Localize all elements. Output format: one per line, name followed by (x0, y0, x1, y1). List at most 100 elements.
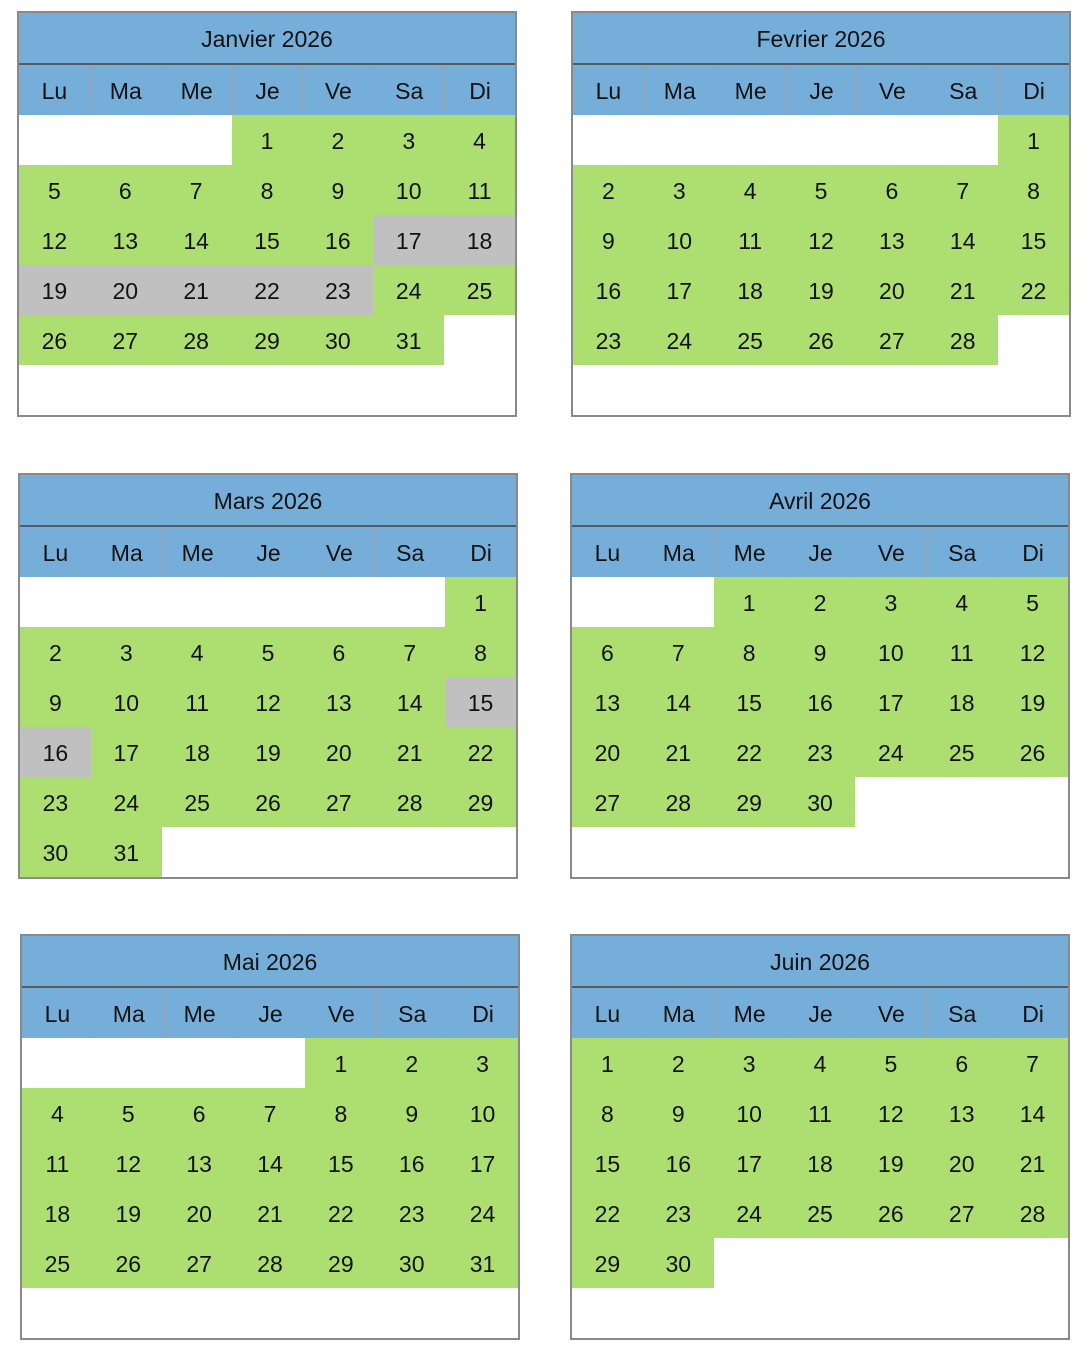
day-cell-available[interactable]: 3 (447, 1038, 518, 1088)
day-cell-available[interactable]: 20 (572, 727, 643, 777)
day-cell-unavailable[interactable]: 18 (444, 215, 515, 265)
day-cell-available[interactable]: 18 (926, 677, 998, 727)
day-cell-available[interactable]: 31 (373, 315, 445, 365)
day-cell-available[interactable]: 16 (573, 265, 644, 315)
day-cell-available[interactable]: 23 (20, 777, 91, 827)
day-cell-unavailable[interactable]: 20 (89, 265, 161, 315)
day-cell-available[interactable]: 12 (19, 215, 90, 265)
day-cell-available[interactable]: 31 (447, 1238, 518, 1288)
day-cell-available[interactable]: 8 (231, 165, 303, 215)
day-cell-available[interactable]: 14 (374, 677, 446, 727)
day-cell-unavailable[interactable]: 15 (445, 677, 516, 727)
day-cell-available[interactable]: 24 (447, 1188, 518, 1238)
day-cell-available[interactable]: 20 (856, 265, 928, 315)
day-cell-available[interactable]: 22 (572, 1188, 643, 1238)
day-cell-available[interactable]: 9 (20, 677, 91, 727)
day-cell-available[interactable]: 26 (997, 727, 1068, 777)
day-cell-available[interactable]: 11 (926, 627, 998, 677)
day-cell-available[interactable]: 31 (90, 827, 162, 877)
day-cell-available[interactable]: 12 (785, 215, 857, 265)
day-cell-available[interactable]: 9 (784, 627, 856, 677)
day-cell-available[interactable]: 16 (302, 215, 374, 265)
day-cell-available[interactable]: 10 (90, 677, 162, 727)
day-cell-available[interactable]: 5 (855, 1038, 927, 1088)
day-cell-available[interactable]: 4 (926, 577, 998, 627)
day-cell-available[interactable]: 12 (232, 677, 304, 727)
day-cell-available[interactable]: 21 (234, 1188, 306, 1238)
day-cell-available[interactable]: 22 (998, 265, 1069, 315)
day-cell-available[interactable]: 6 (303, 627, 375, 677)
day-cell-available[interactable]: 11 (714, 215, 786, 265)
day-cell-available[interactable]: 10 (855, 627, 927, 677)
day-cell-available[interactable]: 9 (642, 1088, 714, 1138)
day-cell-available[interactable]: 2 (573, 165, 644, 215)
day-cell-available[interactable]: 1 (713, 577, 785, 627)
day-cell-available[interactable]: 26 (19, 315, 90, 365)
day-cell-unavailable[interactable]: 19 (19, 265, 90, 315)
day-cell-available[interactable]: 28 (374, 777, 446, 827)
day-cell-available[interactable]: 23 (376, 1188, 448, 1238)
day-cell-available[interactable]: 3 (90, 627, 162, 677)
day-cell-available[interactable]: 22 (713, 727, 785, 777)
day-cell-available[interactable]: 5 (19, 165, 90, 215)
day-cell-available[interactable]: 8 (998, 165, 1069, 215)
day-cell-available[interactable]: 19 (232, 727, 304, 777)
day-cell-available[interactable]: 14 (927, 215, 999, 265)
day-cell-unavailable[interactable]: 21 (160, 265, 232, 315)
day-cell-available[interactable]: 15 (231, 215, 303, 265)
day-cell-available[interactable]: 6 (926, 1038, 998, 1088)
day-cell-available[interactable]: 28 (160, 315, 232, 365)
day-cell-available[interactable]: 17 (447, 1138, 518, 1188)
day-cell-available[interactable]: 5 (997, 577, 1068, 627)
day-cell-available[interactable]: 1 (305, 1038, 377, 1088)
day-cell-available[interactable]: 26 (232, 777, 304, 827)
day-cell-available[interactable]: 21 (642, 727, 714, 777)
day-cell-unavailable[interactable]: 22 (231, 265, 303, 315)
day-cell-available[interactable]: 18 (714, 265, 786, 315)
day-cell-available[interactable]: 27 (926, 1188, 998, 1238)
day-cell-available[interactable]: 12 (92, 1138, 164, 1188)
day-cell-available[interactable]: 2 (302, 115, 374, 165)
day-cell-available[interactable]: 8 (572, 1088, 643, 1138)
day-cell-unavailable[interactable]: 17 (373, 215, 445, 265)
day-cell-available[interactable]: 1 (231, 115, 303, 165)
day-cell-available[interactable]: 3 (373, 115, 445, 165)
day-cell-available[interactable]: 25 (926, 727, 998, 777)
day-cell-available[interactable]: 4 (161, 627, 233, 677)
day-cell-available[interactable]: 15 (305, 1138, 377, 1188)
day-cell-available[interactable]: 2 (642, 1038, 714, 1088)
day-cell-available[interactable]: 28 (234, 1238, 306, 1288)
day-cell-available[interactable]: 5 (232, 627, 304, 677)
day-cell-available[interactable]: 8 (305, 1088, 377, 1138)
day-cell-available[interactable]: 19 (855, 1138, 927, 1188)
day-cell-available[interactable]: 17 (90, 727, 162, 777)
day-cell-available[interactable]: 17 (713, 1138, 785, 1188)
day-cell-available[interactable]: 4 (444, 115, 515, 165)
day-cell-available[interactable]: 8 (713, 627, 785, 677)
day-cell-available[interactable]: 13 (572, 677, 643, 727)
day-cell-available[interactable]: 9 (302, 165, 374, 215)
day-cell-available[interactable]: 14 (160, 215, 232, 265)
day-cell-available[interactable]: 13 (856, 215, 928, 265)
day-cell-available[interactable]: 8 (445, 627, 516, 677)
day-cell-available[interactable]: 6 (163, 1088, 235, 1138)
day-cell-available[interactable]: 9 (573, 215, 644, 265)
day-cell-available[interactable]: 25 (161, 777, 233, 827)
day-cell-available[interactable]: 22 (445, 727, 516, 777)
day-cell-available[interactable]: 27 (163, 1238, 235, 1288)
day-cell-available[interactable]: 11 (444, 165, 515, 215)
day-cell-available[interactable]: 14 (234, 1138, 306, 1188)
day-cell-available[interactable]: 24 (90, 777, 162, 827)
day-cell-available[interactable]: 5 (92, 1088, 164, 1138)
day-cell-available[interactable]: 30 (20, 827, 91, 877)
day-cell-available[interactable]: 7 (927, 165, 999, 215)
day-cell-available[interactable]: 19 (92, 1188, 164, 1238)
day-cell-available[interactable]: 22 (305, 1188, 377, 1238)
day-cell-available[interactable]: 24 (373, 265, 445, 315)
day-cell-available[interactable]: 2 (784, 577, 856, 627)
day-cell-available[interactable]: 3 (713, 1038, 785, 1088)
day-cell-available[interactable]: 23 (642, 1188, 714, 1238)
day-cell-available[interactable]: 30 (642, 1238, 714, 1288)
day-cell-available[interactable]: 20 (926, 1138, 998, 1188)
day-cell-available[interactable]: 13 (303, 677, 375, 727)
